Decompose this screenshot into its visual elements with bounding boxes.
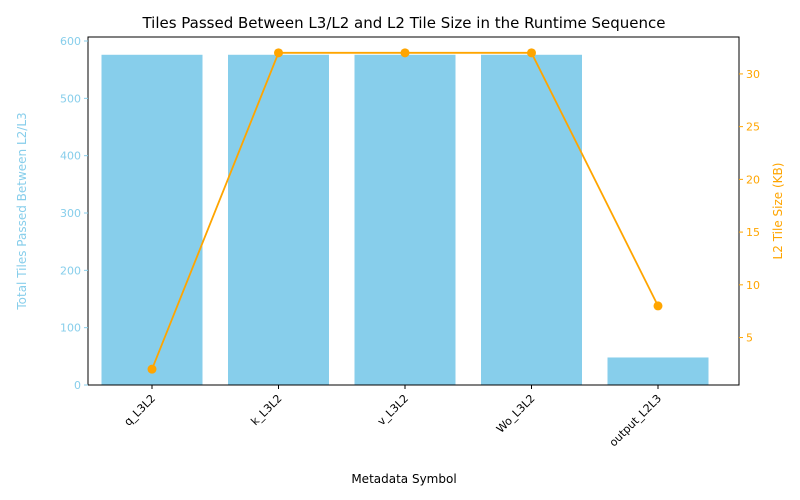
left-tick-label: 200 — [60, 264, 81, 277]
line-point-Wo_L3L2 — [527, 48, 536, 58]
left-axis-ticks: 0 100 200 300 400 500 600 — [60, 35, 88, 392]
plot-frame — [87, 36, 740, 386]
bar-v_L3L2 — [354, 54, 456, 386]
left-tick-label: 400 — [60, 150, 81, 163]
line-point-v_L3L2 — [400, 48, 410, 58]
left-axis-label: Total Tiles Passed Between L2/L3 — [15, 112, 29, 310]
axes — [87, 36, 740, 386]
bar-q_L3L2 — [101, 54, 203, 386]
left-tick-label: 300 — [60, 207, 81, 220]
right-axis-ticks: 5 10 15 20 25 30 — [739, 68, 760, 345]
bar-k_L3L2 — [228, 54, 329, 386]
bar-output_L2L3 — [607, 357, 709, 385]
line-point-output_L2L3 — [653, 301, 663, 311]
line-point-k_L3L2 — [274, 48, 283, 58]
right-tick-label: 20 — [746, 173, 760, 186]
chart-title: Tiles Passed Between L3/L2 and L2 Tile S… — [141, 14, 665, 32]
left-tick-label: 100 — [60, 322, 81, 335]
left-tick-label: 500 — [60, 92, 81, 105]
x-tick-label-q_L3L2: q_L3L2 — [122, 392, 159, 429]
right-tick-label: 5 — [746, 332, 753, 345]
left-tick-label: 600 — [60, 35, 81, 48]
left-tick-label: 0 — [74, 379, 81, 392]
line-series — [147, 48, 663, 374]
right-tick-label: 25 — [746, 121, 760, 134]
x-axis-label: Metadata Symbol — [351, 472, 456, 486]
right-tick-label: 30 — [746, 68, 760, 81]
line-point-q_L3L2 — [147, 364, 157, 374]
x-tick-label-k_L3L2: k_L3L2 — [248, 392, 284, 428]
x-tick-label-Wo_L3L2: Wo_L3L2 — [494, 392, 538, 436]
x-tick-label-v_L3L2: v_L3L2 — [375, 392, 411, 428]
x-tick-label-output_L2L3: output_L2L3 — [607, 392, 664, 449]
right-axis-label: L2 Tile Size (KB) — [771, 163, 785, 260]
bar-group — [101, 54, 709, 386]
right-tick-label: 15 — [746, 226, 760, 239]
x-axis-ticks: q_L3L2 k_L3L2 v_L3L2 Wo_L3L2 output_L2L3 — [122, 385, 664, 449]
right-tick-label: 10 — [746, 279, 760, 292]
bar-Wo_L3L2 — [481, 54, 582, 386]
